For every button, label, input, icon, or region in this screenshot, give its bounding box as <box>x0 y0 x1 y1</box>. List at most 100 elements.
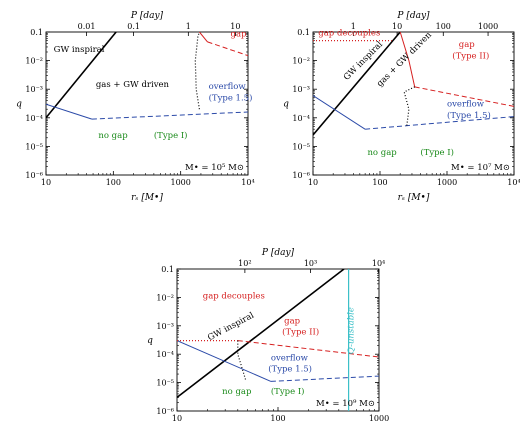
series-line-blue-dashed <box>365 116 514 130</box>
y-tick-label: 10⁻⁶ <box>156 407 174 416</box>
annotation-label: gap <box>284 317 301 327</box>
annotation-label: gap decouples <box>203 292 265 302</box>
top-axis-label: P [day] <box>261 248 295 258</box>
y-tick-label: 10⁻⁶ <box>25 171 43 180</box>
series-line-gw <box>177 269 345 399</box>
annotation-label: gap <box>231 29 248 39</box>
series-line-black-dotted <box>403 86 415 127</box>
x-tick-label: 10 <box>172 414 182 423</box>
annotation-label: gas + GW driven <box>375 30 434 89</box>
series-line-blue-dashed <box>270 375 379 382</box>
annotation-label: Q-unstable <box>347 307 357 354</box>
annotation-label: (Type II) <box>282 326 319 337</box>
top-tick-label: 1 <box>186 22 191 31</box>
annotation-label: overflow <box>447 99 485 109</box>
annotation-label: gap <box>459 40 476 50</box>
series-line-red-dashed <box>207 41 248 57</box>
annotation-label: no gap <box>98 131 128 141</box>
series-line-red-solid <box>199 32 208 43</box>
series-line-blue-solid <box>177 340 272 382</box>
top-tick-label: 10³ <box>304 259 317 268</box>
x-tick-label: 10⁴ <box>507 178 520 187</box>
top-tick-label: 10⁴ <box>372 259 385 268</box>
plot-frame <box>45 31 249 176</box>
annotation-label: (Type I) <box>154 130 188 141</box>
y-tick-label: 10⁻⁵ <box>25 142 43 151</box>
annotation-label: GW inspiral <box>54 45 105 55</box>
mass-label: M• = 10⁵ M⊙ <box>185 163 244 173</box>
series-line-gw <box>46 32 117 119</box>
plot-frame <box>312 31 515 176</box>
y-tick-label: 10⁻⁶ <box>292 171 310 180</box>
annotation-label: GW inspiral <box>206 310 256 343</box>
annotation-label: no gap <box>367 148 397 158</box>
y-tick-label: 10⁻³ <box>292 85 310 94</box>
x-tick-label: 1000 <box>437 178 457 187</box>
x-tick-label: 100 <box>270 414 285 423</box>
y-axis-label: q <box>283 100 289 110</box>
mass-label: M• = 10⁷ M⊙ <box>451 163 510 173</box>
y-tick-label: 0.1 <box>297 28 310 37</box>
y-tick-label: 10⁻⁴ <box>292 114 310 123</box>
top-tick-label: 0.01 <box>78 22 96 31</box>
series-line-red-dashed <box>414 86 514 107</box>
top-tick-label: 10² <box>238 259 251 268</box>
annotation-label: no gap <box>222 387 252 397</box>
y-axis-label: q <box>147 336 153 346</box>
y-tick-label: 10⁻⁴ <box>25 114 43 123</box>
series-group <box>177 269 379 411</box>
annotation-label: overflow <box>271 354 309 364</box>
series-line-blue-solid <box>313 95 366 130</box>
y-tick-label: 0.1 <box>161 265 174 274</box>
top-tick-label: 1 <box>351 22 356 31</box>
panel-2: 10 100 1000 10⁴ 10⁻⁶ 10⁻⁵ 10⁻⁴ 10⁻³ 10⁻² 0.1 1 10 10… <box>283 11 520 203</box>
annotation-label: (Type I) <box>271 386 305 397</box>
top-axis-label: P [day] <box>130 11 164 21</box>
top-tick-label: 10 <box>230 22 240 31</box>
top-tick-label: 1000 <box>478 22 498 31</box>
x-tick-label: 10 <box>41 178 51 187</box>
x-axis-label: rₛ [M•] <box>131 193 163 203</box>
y-tick-label: 10⁻² <box>25 57 43 66</box>
top-tick-label: 10 <box>392 22 402 31</box>
annotation-label: gap decouples <box>318 29 380 39</box>
annotation-label: (Type 1.5) <box>268 363 312 374</box>
y-tick-label: 10⁻⁵ <box>156 379 174 388</box>
y-tick-label: 10⁻² <box>156 293 174 302</box>
x-tick-label: 100 <box>372 178 387 187</box>
series-line-red-solid <box>399 32 416 88</box>
series-line-blue-dashed <box>91 111 248 120</box>
annotation-label: (Type 1.5) <box>209 93 253 104</box>
panel-1: 10 100 1000 10⁴ 10⁻⁶ 10⁻⁵ 10⁻⁴ 10⁻³ 10⁻² 0.1 0.01 0… <box>16 11 255 203</box>
x-tick-label: 10⁴ <box>241 178 254 187</box>
top-axis-label: P [day] <box>396 11 430 21</box>
mass-label: M• = 10⁹ M⊙ <box>316 399 375 409</box>
top-tick-label: 100 <box>436 22 451 31</box>
x-axis-label: rₛ [M•] <box>398 193 430 203</box>
y-axis-label: q <box>16 100 22 110</box>
annotation-label: overflow <box>209 82 247 92</box>
x-tick-label: 1000 <box>369 414 389 423</box>
series-line-black-dotted <box>194 32 200 110</box>
panel-3: 10 100 1000 10⁻⁶ 10⁻⁵ 10⁻⁴ 10⁻³ 10⁻² 0.1 10² 10³ 10… <box>147 248 389 423</box>
series-group <box>313 32 514 136</box>
y-tick-label: 10⁻² <box>292 57 310 66</box>
y-tick-label: 10⁻³ <box>156 322 174 331</box>
annotation-label: (Type 1.5) <box>447 110 491 121</box>
series-line-gw <box>313 32 401 136</box>
annotation-label: (Type II) <box>452 50 489 61</box>
y-tick-label: 10⁻³ <box>25 85 43 94</box>
y-tick-label: 10⁻⁴ <box>156 350 174 359</box>
series-line-red-dashed <box>237 340 379 358</box>
x-tick-label: 10 <box>308 178 318 187</box>
x-tick-label: 1000 <box>170 178 190 187</box>
top-tick-label: 0.1 <box>127 22 140 31</box>
series-group <box>46 32 248 120</box>
y-tick-label: 10⁻⁵ <box>292 142 310 151</box>
annotation-label: gas + GW driven <box>96 80 170 90</box>
annotation-label: (Type I) <box>420 147 454 158</box>
x-tick-label: 100 <box>106 178 121 187</box>
y-tick-label: 0.1 <box>30 28 43 37</box>
series-line-blue-solid <box>46 103 93 120</box>
